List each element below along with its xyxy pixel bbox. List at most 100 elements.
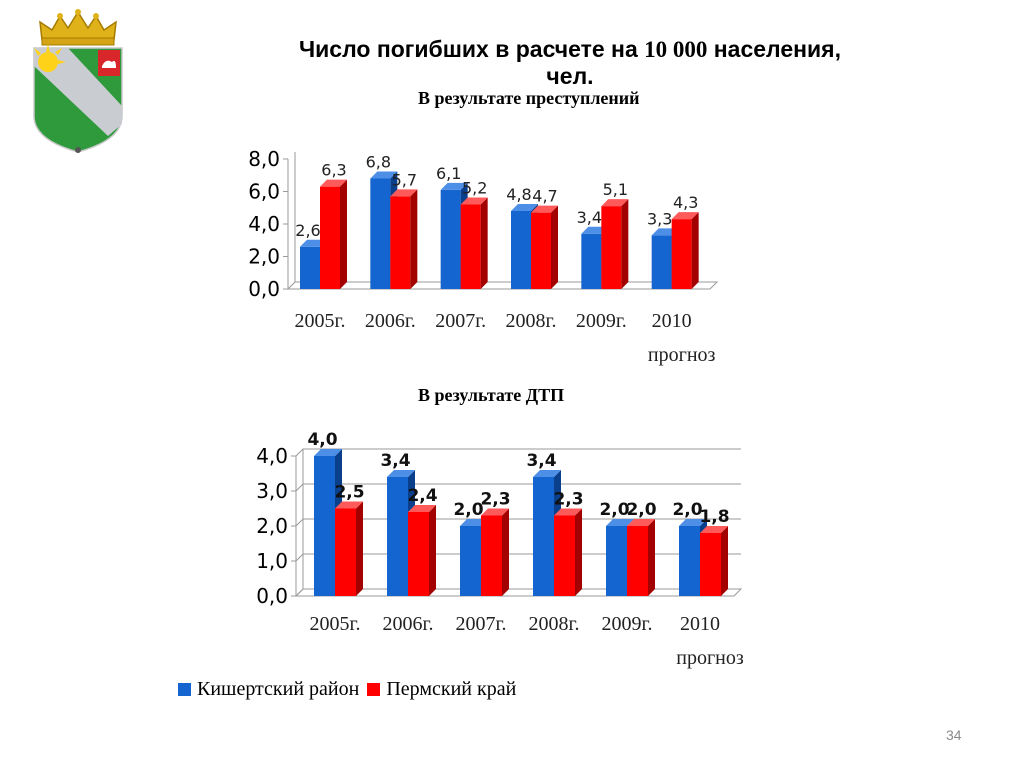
bar-top	[460, 197, 488, 205]
c1-data-label: 6,1	[436, 164, 461, 183]
slide-title: Число погибших в расчете на 10 000 насел…	[210, 36, 930, 89]
bar-side	[575, 508, 582, 596]
legend-swatch-blue	[178, 683, 191, 696]
c1-y-tick-label: 6,0	[248, 180, 280, 204]
bar-top	[440, 182, 468, 190]
c1-y-tick-label: 0,0	[248, 277, 280, 301]
bar-front	[460, 204, 481, 289]
bar-top	[481, 508, 509, 516]
bar-front	[370, 178, 391, 289]
bar-front	[627, 526, 648, 596]
bar-front	[460, 526, 481, 596]
c1-data-label: 6,3	[321, 161, 346, 180]
bar-top	[335, 501, 363, 509]
c1-x-tick-label: 2010	[652, 310, 692, 332]
coat-of-arms-icon	[33, 9, 123, 153]
c1-data-label: 5,2	[462, 179, 487, 198]
c2-y-tick-label: 0,0	[256, 584, 288, 608]
legend-item-kishert: Кишертский район	[178, 678, 359, 701]
bar-front	[651, 235, 672, 289]
c2-x-tick-label: 2005г.	[310, 613, 361, 635]
c1-data-label: 3,4	[577, 208, 602, 227]
c1-bar-perm	[531, 205, 558, 289]
bar-front	[554, 515, 575, 596]
c2-data-label: 2,0	[626, 500, 656, 520]
bar-front	[314, 456, 335, 596]
crown-icon	[39, 9, 117, 46]
c1-data-label: 6,8	[366, 153, 391, 172]
c2-data-label: 2,0	[672, 500, 702, 520]
bar-top	[671, 212, 699, 220]
bar-front	[390, 196, 411, 289]
c2-y-tick-label: 4,0	[256, 444, 288, 468]
bar-top	[531, 205, 558, 213]
c1-bar-perm	[671, 212, 699, 289]
c2-gridline	[295, 448, 741, 457]
c1-floor	[286, 281, 719, 290]
bar-top	[320, 179, 347, 187]
c2-y-tick-label: 1,0	[256, 549, 288, 573]
bar-front	[533, 477, 554, 596]
bar-side	[410, 189, 418, 289]
bar-top	[700, 526, 728, 533]
bar-side	[648, 519, 655, 596]
bar-top	[370, 171, 398, 179]
c2-x-tick-label: 2010	[680, 613, 720, 635]
c2-y-tick-label: 2,0	[256, 514, 288, 538]
c2-floor	[294, 588, 743, 597]
bar-side	[621, 199, 629, 289]
bar-top	[554, 508, 582, 516]
chart1-title: В результате преступлений	[418, 88, 640, 108]
c1-x-tick-label: 2007г.	[435, 310, 486, 332]
c1-data-label: 4,7	[532, 187, 557, 206]
bar-front	[671, 219, 692, 289]
c2-bar-perm	[554, 508, 582, 596]
c1-bar-perm	[320, 179, 347, 289]
bar-side	[551, 205, 558, 289]
c2-bar-perm	[700, 526, 728, 596]
c2-gridline	[295, 483, 741, 492]
bar-front	[679, 526, 700, 596]
bar-front	[606, 526, 627, 596]
c2-data-label: 4,0	[307, 430, 337, 450]
legend-item-perm: Пермский край	[367, 678, 516, 701]
c2-gridline	[295, 553, 741, 562]
c2-bar-perm	[627, 519, 655, 596]
c1-bar-perm	[460, 197, 488, 289]
c1-y-tick-label: 8,0	[248, 147, 280, 171]
bar-front	[300, 246, 320, 289]
c1-bar-perm	[601, 199, 629, 289]
legend-label-kishert: Кишертский район	[197, 678, 360, 700]
bar-top	[314, 449, 342, 456]
c1-data-label: 4,8	[506, 185, 531, 204]
bar-side	[340, 179, 347, 289]
c2-data-label: 3,4	[526, 451, 556, 471]
bar-side	[480, 197, 488, 289]
bar-side	[429, 505, 436, 596]
c1-y-tick-label: 2,0	[248, 245, 280, 269]
c2-y-tick-label: 3,0	[256, 479, 288, 503]
c2-x-tick-label: 2008г.	[529, 613, 580, 635]
bar-side	[691, 212, 699, 289]
page-number: 34	[946, 727, 962, 743]
c2-x-tick-label: 2009г.	[602, 613, 653, 635]
bar-top	[387, 470, 415, 477]
c2-bar-perm	[408, 505, 436, 596]
bar-front	[700, 533, 721, 596]
c2-data-label: 2,0	[599, 500, 629, 520]
c1-data-label: 5,7	[392, 170, 417, 189]
bar-top	[390, 189, 418, 197]
bar-front	[387, 477, 408, 596]
bar-front	[581, 233, 602, 289]
legend-label-perm: Пермский край	[386, 678, 517, 700]
bar-top	[679, 519, 707, 526]
c2-bar-perm	[335, 501, 363, 596]
c1-bar-perm	[390, 189, 418, 289]
bar-side	[502, 508, 509, 596]
c1-x-tick-label: 2006г.	[365, 310, 416, 332]
c1-x-tick-label: 2009г.	[576, 310, 627, 332]
c2-x-tick-label: прогноз	[676, 647, 744, 669]
title-number: 10 000	[644, 37, 708, 62]
